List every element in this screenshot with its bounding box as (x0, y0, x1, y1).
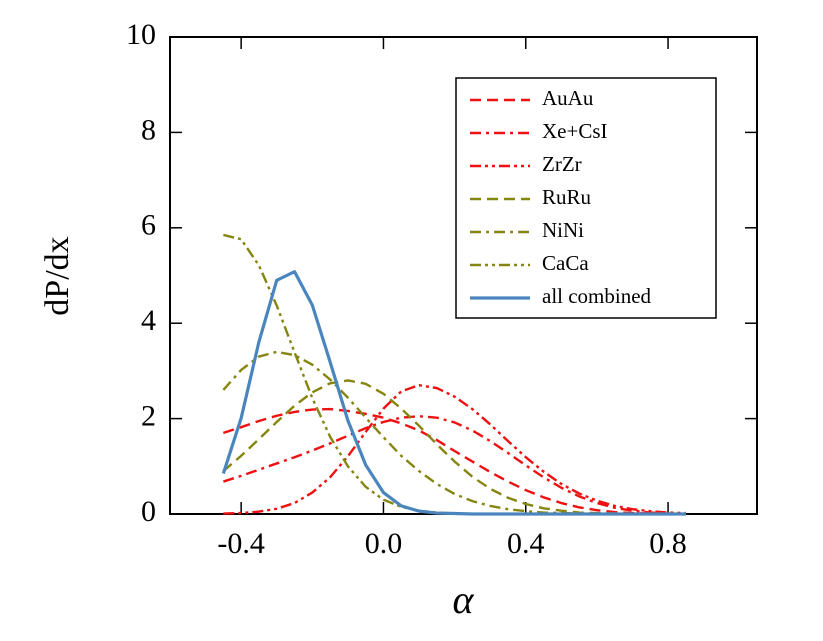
series-line (222, 415, 686, 516)
x-axis-label: α (453, 577, 475, 622)
y-tick-label: 8 (141, 113, 156, 146)
x-tick-label: 0.8 (649, 527, 687, 560)
legend-box (455, 77, 717, 319)
legend-label: CaCa (542, 251, 589, 275)
series-line (222, 379, 686, 516)
x-tick-label: 0.0 (365, 527, 403, 560)
x-tick-label: 0.4 (507, 527, 545, 560)
legend-label: RuRu (542, 185, 592, 209)
legend-label: all combined (542, 284, 652, 308)
y-axis-label: dP/dx (39, 236, 76, 315)
y-tick-label: 2 (141, 399, 156, 432)
y-tick-label: 10 (126, 18, 156, 51)
y-tick-label: 0 (141, 495, 156, 528)
y-tick-label: 4 (141, 304, 156, 337)
x-tick-label: -0.4 (217, 527, 265, 560)
series-line (222, 407, 686, 516)
series-line (222, 350, 686, 516)
legend-label: Xe+CsI (542, 119, 608, 143)
series-line (223, 384, 686, 515)
legend-label: NiNi (542, 218, 584, 242)
series-line (221, 270, 686, 516)
y-tick-label: 6 (141, 209, 156, 242)
legend-label: ZrZr (542, 152, 582, 176)
legend-label: AuAu (542, 86, 594, 110)
